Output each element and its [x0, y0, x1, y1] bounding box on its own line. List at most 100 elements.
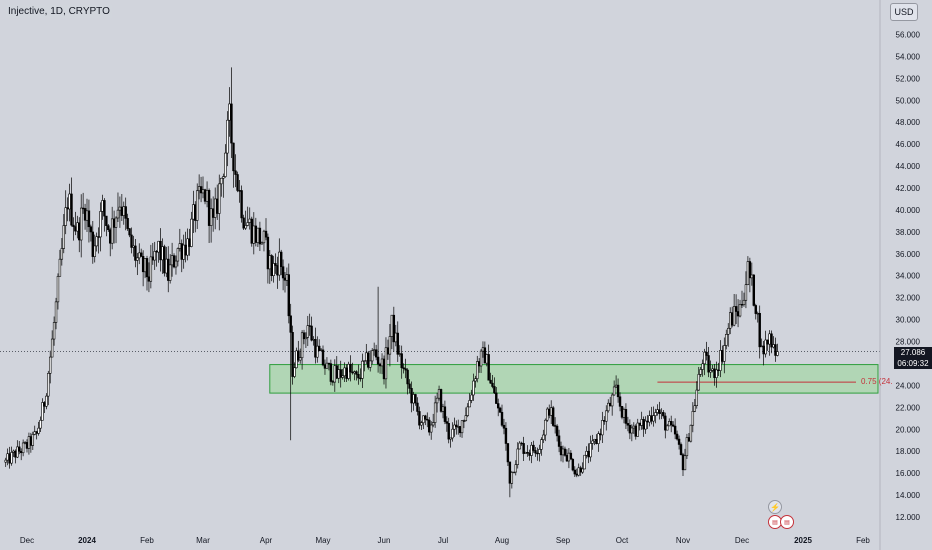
- candle: [697, 366, 700, 391]
- candle: [83, 203, 87, 230]
- candle: [174, 255, 178, 275]
- symbol-title[interactable]: Injective, 1D, CRYPTO: [6, 5, 112, 18]
- candle: [404, 358, 407, 379]
- support-zone[interactable]: [269, 364, 879, 394]
- candle: [567, 448, 571, 469]
- candle: [768, 330, 771, 356]
- candle: [110, 206, 114, 250]
- us-flag-icon[interactable]: ▤: [780, 515, 794, 529]
- candle: [372, 342, 376, 356]
- candle: [230, 67, 233, 159]
- candle: [585, 446, 588, 459]
- candle: [610, 392, 614, 416]
- candle: [536, 447, 539, 461]
- candle: [675, 430, 679, 441]
- candle: [774, 337, 777, 362]
- candle: [646, 415, 649, 430]
- candle: [120, 194, 124, 222]
- candle: [398, 345, 401, 357]
- lightning-icon[interactable]: ⚡: [768, 500, 782, 514]
- candle: [107, 224, 110, 232]
- candle: [426, 412, 429, 428]
- time-tick-label: May: [315, 536, 330, 545]
- candle: [445, 416, 449, 432]
- candle: [270, 254, 273, 282]
- candle: [81, 192, 85, 214]
- candle: [429, 421, 433, 440]
- candle: [406, 368, 409, 395]
- time-axis[interactable]: Dec 2024 Feb Mar Apr May Jun Jul Aug Sep Oct Nov Dec…: [20, 536, 871, 545]
- candle: [319, 348, 323, 352]
- candle: [400, 345, 403, 379]
- candle: [443, 400, 447, 425]
- candle: [226, 111, 229, 167]
- price-axis[interactable]: 12.000 14.000 16.000 18.000 20.000 22.000 24.0…: [879, 0, 921, 550]
- candle: [293, 362, 296, 379]
- candle: [628, 419, 632, 440]
- candle: [302, 329, 306, 345]
- candle: [581, 462, 584, 474]
- price-tick-label: 42.000: [896, 184, 921, 193]
- support-zone-rect[interactable]: [269, 364, 879, 394]
- candle: [390, 314, 394, 350]
- price-tick-label: 36.000: [896, 250, 921, 259]
- candle: [244, 210, 247, 230]
- candle: [339, 360, 342, 388]
- candle: [186, 228, 189, 261]
- candle: [363, 360, 366, 372]
- price-tick-label: 52.000: [896, 74, 921, 83]
- candle: [549, 400, 553, 425]
- candle: [285, 267, 289, 286]
- candle: [386, 339, 390, 360]
- candle: [760, 338, 763, 348]
- candle: [139, 248, 143, 258]
- candle: [532, 440, 535, 453]
- candle: [495, 387, 498, 404]
- candle: [742, 292, 746, 307]
- candle: [538, 444, 541, 462]
- candle: [632, 422, 636, 434]
- price-tick-label: 20.000: [896, 425, 921, 434]
- candle: [732, 293, 736, 327]
- candle: [232, 142, 235, 188]
- candle: [93, 234, 96, 263]
- candle: [168, 254, 172, 284]
- candle: [685, 433, 689, 460]
- candle: [116, 192, 120, 223]
- currency-button[interactable]: USD: [890, 3, 918, 21]
- candle: [587, 443, 590, 464]
- candle: [416, 397, 419, 416]
- time-tick-label: Feb: [140, 536, 154, 545]
- candle: [481, 341, 485, 358]
- candle: [402, 363, 405, 374]
- price-tick-label: 12.000: [896, 513, 921, 522]
- candle: [136, 252, 139, 276]
- candle: [493, 377, 496, 395]
- candle: [192, 190, 195, 234]
- candle: [35, 430, 38, 440]
- candle: [143, 257, 147, 279]
- candle: [679, 442, 683, 456]
- candle: [167, 246, 170, 293]
- time-tick-label: Dec: [20, 536, 34, 545]
- price-tick-label: 50.000: [896, 96, 921, 105]
- candle: [528, 449, 531, 461]
- candle: [583, 454, 586, 470]
- time-tick-label: Apr: [260, 536, 273, 545]
- candle: [569, 450, 573, 460]
- candle: [433, 395, 437, 428]
- candle: [159, 228, 162, 272]
- candle: [310, 316, 313, 342]
- candle: [557, 429, 561, 453]
- candle: [347, 361, 350, 381]
- candle: [514, 460, 517, 476]
- candle: [130, 227, 133, 254]
- candle: [203, 188, 207, 205]
- candle: [201, 176, 205, 199]
- candle: [147, 262, 151, 293]
- candle: [772, 336, 775, 349]
- price-badge-countdown: 06:09:32: [897, 358, 929, 368]
- candle: [14, 449, 17, 464]
- candle: [109, 227, 112, 257]
